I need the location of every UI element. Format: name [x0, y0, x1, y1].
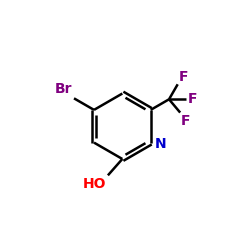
Text: HO: HO — [83, 177, 106, 191]
Text: N: N — [155, 136, 166, 150]
Text: F: F — [187, 92, 197, 106]
Text: F: F — [180, 114, 190, 128]
Text: F: F — [179, 70, 188, 84]
Text: Br: Br — [55, 82, 72, 96]
